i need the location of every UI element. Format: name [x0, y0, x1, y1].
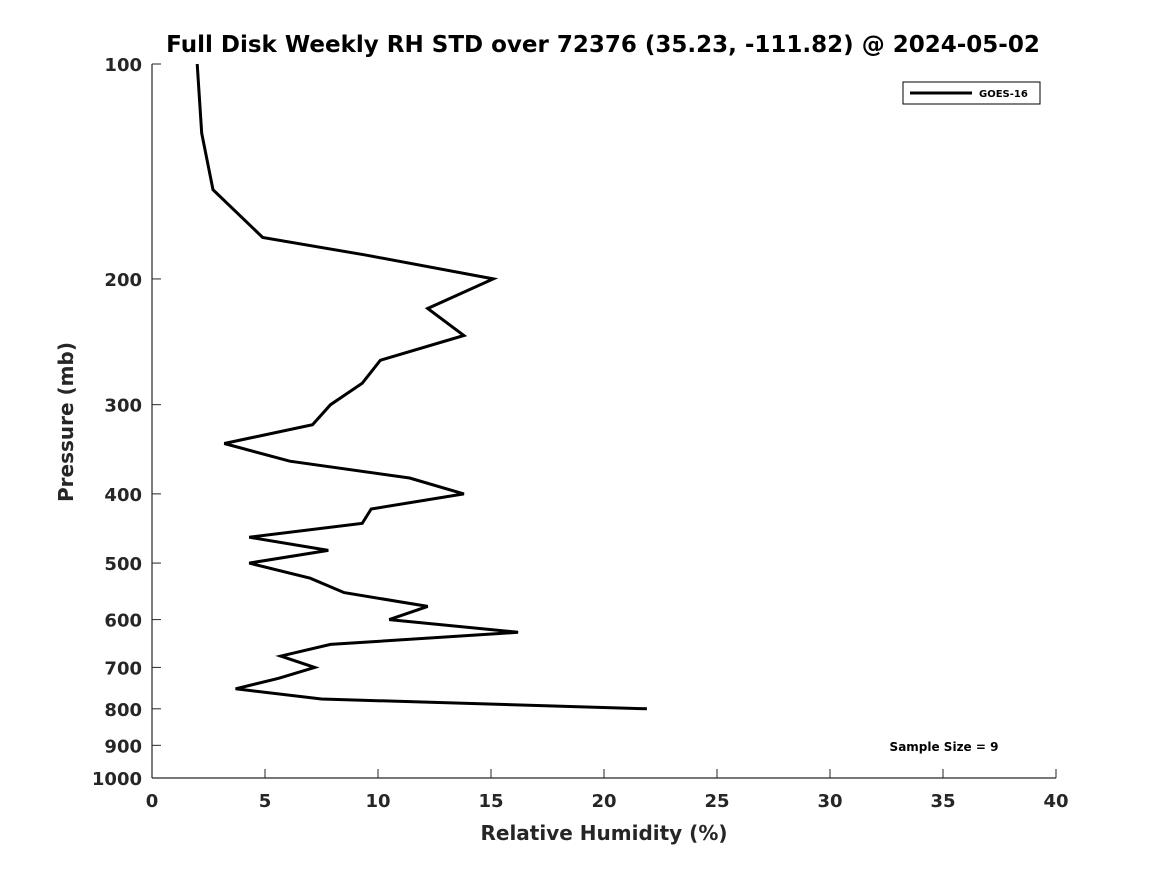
y-tick-label: 700: [104, 658, 142, 679]
series-group: [195, 63, 647, 711]
x-tick-label: 30: [817, 791, 842, 812]
x-tick-label: 20: [591, 791, 616, 812]
y-tick-label: 300: [104, 396, 142, 417]
y-ticks: 100 200 300 400 500 600 700 800 900 1000: [92, 55, 161, 790]
legend: GOES-16: [902, 81, 1041, 105]
legend-label-goes-16: GOES-16: [979, 89, 1028, 100]
x-ticks: 0 5 10 15 20 25 30 35 40: [146, 769, 1069, 812]
x-tick-label: 15: [478, 791, 503, 812]
y-tick-label: 400: [104, 485, 142, 506]
y-tick-label: 800: [104, 700, 142, 721]
y-tick-label: 200: [104, 270, 142, 291]
sample-size-annotation: Sample Size = 9: [890, 740, 999, 754]
y-tick-label: 600: [104, 611, 142, 632]
y-axis-label: Pressure (mb): [54, 342, 78, 502]
x-tick-label: 5: [259, 791, 272, 812]
chart-title: Full Disk Weekly RH STD over 72376 (35.2…: [166, 32, 1040, 58]
y-tick-label: 1000: [92, 769, 142, 790]
y-tick-label: 100: [104, 55, 142, 76]
x-tick-label: 25: [704, 791, 729, 812]
x-tick-label: 40: [1043, 791, 1068, 812]
y-tick-label: 500: [104, 554, 142, 575]
x-tick-label: 35: [930, 791, 955, 812]
y-tick-label: 900: [104, 736, 142, 757]
series-line-goes-16: [195, 63, 647, 711]
x-tick-label: 0: [146, 791, 159, 812]
x-axis-label: Relative Humidity (%): [480, 821, 727, 845]
x-tick-label: 10: [365, 791, 390, 812]
